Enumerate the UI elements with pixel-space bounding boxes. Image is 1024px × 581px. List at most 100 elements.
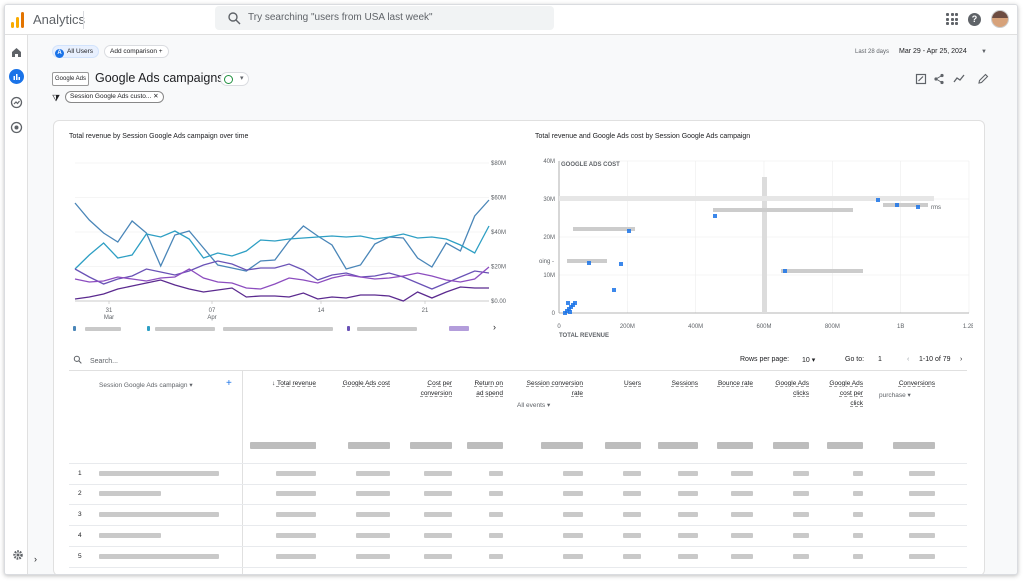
check-circle-icon	[224, 75, 233, 84]
scatter-point[interactable]	[563, 311, 567, 315]
report-status-dropdown[interactable]: ▾	[220, 72, 249, 86]
y-tick-label: $60M	[491, 196, 506, 202]
scatter-point[interactable]	[783, 269, 787, 273]
series-line[interactable]	[74, 279, 489, 302]
rows-per-page-select[interactable]: 10 ▾	[802, 357, 816, 364]
campaign-name[interactable]	[99, 491, 161, 496]
home-icon[interactable]	[9, 45, 24, 60]
reports-icon[interactable]	[9, 69, 24, 84]
edit-pencil-icon[interactable]	[977, 73, 989, 85]
prev-page-chevron-icon[interactable]: ‹	[907, 356, 910, 363]
series-line[interactable]	[74, 260, 490, 290]
search-bar[interactable]: Try searching "users from USA last week"	[215, 6, 554, 30]
campaign-name[interactable]	[99, 471, 219, 476]
series-line[interactable]	[74, 266, 490, 290]
table-cell	[678, 554, 698, 559]
column-header[interactable]: Bounce rate	[717, 379, 753, 389]
page-title: Google Ads campaigns	[95, 71, 224, 85]
filter-chip-label: Session Google Ads custo...	[70, 93, 152, 100]
filter-chip[interactable]: Session Google Ads custo... ✕	[65, 91, 164, 103]
table-cell	[909, 554, 935, 559]
close-icon[interactable]: ✕	[153, 93, 159, 100]
share-icon[interactable]	[933, 73, 945, 85]
avatar[interactable]	[991, 10, 1009, 28]
series-line[interactable]	[74, 199, 490, 272]
sort-arrow-icon[interactable]: ↓	[272, 380, 277, 387]
help-icon[interactable]: ?	[968, 12, 981, 26]
column-header[interactable]: Google Ads clicks	[773, 379, 809, 399]
table-cell	[853, 491, 863, 496]
crosshair-horizontal	[559, 196, 934, 201]
column-header-label: Conversions	[898, 380, 935, 387]
legend-next-chevron-icon[interactable]: ›	[493, 322, 496, 332]
advertising-icon[interactable]	[9, 120, 24, 135]
scatter-point[interactable]	[573, 301, 577, 305]
y-tick-label: 30M	[543, 197, 555, 203]
campaign-name[interactable]	[99, 512, 219, 517]
scatter-point[interactable]	[612, 288, 616, 292]
insights-icon[interactable]	[953, 73, 965, 85]
column-total	[658, 442, 698, 449]
campaign-name[interactable]	[99, 554, 219, 559]
expand-nav-chevron-icon[interactable]: ›	[34, 554, 37, 564]
scatter-point[interactable]	[895, 203, 899, 207]
scatter-point[interactable]	[568, 310, 572, 314]
column-header-label: Google Ads cost per click	[829, 380, 863, 407]
date-range-picker[interactable]: Mar 29 - Apr 25, 2024	[899, 48, 967, 55]
all-users-chip[interactable]: A All Users	[52, 45, 100, 58]
row-divider	[69, 546, 967, 547]
column-header[interactable]: Cost per conversion	[407, 379, 452, 399]
apps-grid-icon[interactable]	[946, 13, 958, 25]
campaign-name[interactable]	[99, 533, 161, 538]
column-header[interactable]: Conversions purchase ▾	[879, 379, 935, 401]
add-comparison-button[interactable]: Add comparison +	[104, 45, 169, 58]
data-label-blur	[883, 203, 928, 207]
data-label-blur	[615, 227, 635, 231]
next-page-chevron-icon[interactable]: ›	[960, 356, 963, 363]
customize-report-icon[interactable]	[915, 73, 927, 85]
scatter-point[interactable]	[619, 262, 623, 266]
row-divider	[69, 567, 967, 568]
table-cell	[276, 471, 316, 476]
scatter-point[interactable]	[627, 229, 631, 233]
series-line[interactable]	[74, 225, 490, 270]
x-tick-label: 1.2B	[963, 324, 973, 330]
caret-down-icon[interactable]: ▼	[981, 49, 987, 55]
data-label-blur	[573, 227, 633, 231]
column-sub-filter[interactable]: purchase ▾	[879, 392, 911, 399]
scatter-point[interactable]	[713, 214, 717, 218]
table-row[interactable]	[69, 526, 967, 546]
column-header[interactable]: Users	[605, 379, 641, 389]
table-cell	[424, 491, 452, 496]
column-header[interactable]: Return on ad spend	[467, 379, 503, 399]
table-search-input[interactable]: Search...	[73, 355, 118, 365]
x-tick-day: 14	[318, 308, 325, 314]
column-sub-filter[interactable]: All events ▾	[517, 402, 551, 409]
app-name: Analytics	[33, 12, 86, 27]
explore-icon[interactable]	[9, 95, 24, 110]
scatter-point[interactable]	[876, 198, 880, 202]
settings-gear-icon[interactable]	[12, 549, 24, 561]
line-chart-legend[interactable]: ›	[73, 322, 496, 333]
scatter-point[interactable]	[587, 261, 591, 265]
caret-down-icon: ▾	[240, 75, 244, 82]
x-tick-label: 200M	[620, 324, 635, 330]
table-cell	[356, 554, 390, 559]
table-row[interactable]	[69, 484, 967, 504]
go-to-input[interactable]: 1	[878, 356, 882, 363]
dimension-header[interactable]: Session Google Ads campaign ▾	[99, 382, 193, 389]
table-cell	[623, 533, 641, 538]
scatter-chart[interactable]: 40M 30M 20M 10M 0 0 200M 400M 600M 800M 1B 1.2B GOOG…	[533, 151, 973, 341]
add-dimension-plus-icon[interactable]: +	[226, 378, 232, 389]
column-header[interactable]: Google Ads cost per click	[827, 379, 863, 409]
table-divider	[242, 370, 243, 574]
table-cell	[424, 533, 452, 538]
column-header[interactable]: Google Ads cost	[340, 379, 390, 389]
scatter-point[interactable]	[566, 301, 570, 305]
column-header[interactable]: Session conversion rate All events ▾	[517, 379, 583, 411]
column-header[interactable]: ↓ Total revenue	[256, 379, 316, 389]
scatter-point[interactable]	[916, 205, 920, 209]
scatter-chart-title: Total revenue and Google Ads cost by Ses…	[535, 133, 751, 140]
column-header[interactable]: Sessions	[658, 379, 698, 389]
